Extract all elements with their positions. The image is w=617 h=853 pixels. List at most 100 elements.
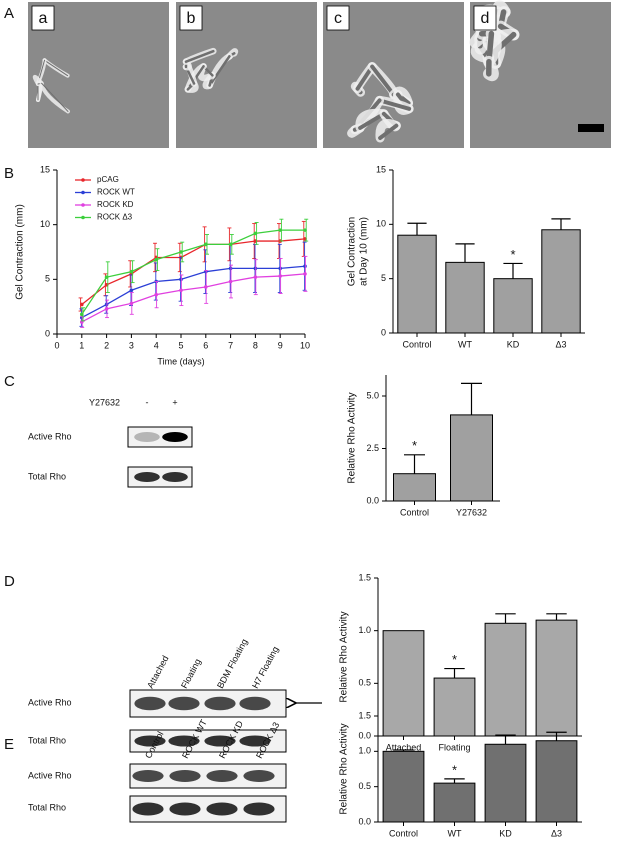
lane-label: Floating: [179, 657, 203, 690]
bar: [493, 278, 533, 334]
blot-band: [239, 735, 271, 747]
y-tick-label: 1.0: [358, 625, 371, 635]
y-axis-title: Relative Rho Activity: [339, 723, 350, 814]
point: [253, 231, 258, 236]
cell-core: [44, 59, 69, 77]
point: [154, 257, 158, 262]
legend-label: ROCK KD: [97, 200, 134, 209]
blot-band: [134, 735, 166, 747]
blot-band: [206, 802, 238, 816]
x-axis-title: Time (days): [157, 356, 204, 366]
x-tick-label: Attached: [386, 742, 422, 752]
blot-band: [204, 735, 236, 747]
point: [204, 285, 208, 289]
bar: [433, 677, 476, 737]
x-tick-label: 4: [154, 340, 159, 350]
cell-strand: [375, 119, 401, 143]
significance-mark: *: [412, 438, 417, 453]
lane-label: H7 Floating: [250, 645, 280, 690]
point: [80, 312, 84, 317]
x-tick-label: 6: [203, 340, 208, 350]
bar: [433, 782, 476, 823]
y-tick-label: 0.5: [358, 678, 371, 688]
x-tick-label: 3: [129, 340, 134, 350]
lane-label: +: [172, 397, 177, 407]
cell-strand: [32, 74, 44, 86]
y-tick-label: 5.0: [366, 390, 379, 400]
significance-mark: *: [452, 652, 457, 667]
row-label: Active Rho: [28, 697, 72, 707]
micrograph-label: a: [39, 10, 48, 27]
point: [154, 292, 158, 297]
x-tick-label: 9: [278, 340, 283, 350]
x-tick-label: Δ3: [555, 339, 566, 349]
y-tick-label: 2.5: [366, 443, 379, 453]
y-tick-label: 15: [376, 164, 386, 174]
significance-mark: *: [510, 247, 515, 262]
blot-band: [132, 802, 164, 816]
row-label: Active Rho: [28, 431, 72, 441]
blot-band: [169, 802, 201, 816]
cell-core: [184, 49, 215, 63]
y-tick-label: 10: [40, 219, 50, 229]
significance-mark: *: [452, 762, 457, 777]
panel-label: B: [4, 165, 14, 182]
bar: [535, 619, 578, 737]
point: [129, 301, 134, 306]
legend-label: pCAG: [97, 175, 119, 184]
y-axis-title: at Day 10 (mm): [359, 217, 370, 286]
micrograph-label-box: [326, 5, 350, 31]
x-tick-label: WT: [458, 339, 472, 349]
lane-label: BDM Floating: [215, 637, 249, 690]
x-tick-label: KD: [507, 339, 520, 349]
cell-core: [41, 82, 69, 112]
cells: [347, 62, 414, 143]
micrograph-label: d: [481, 10, 490, 27]
x-tick-label: WT: [448, 828, 462, 838]
legend-label: ROCK Δ3: [97, 213, 133, 222]
blot-band: [134, 696, 166, 711]
x-tick-label: Control: [389, 828, 418, 838]
y-axis-title: Gel Contraction (mm): [15, 204, 26, 300]
bar: [382, 750, 425, 823]
micrograph-label-box: [473, 5, 497, 31]
micrograph-label-box: [179, 5, 203, 31]
point: [278, 274, 283, 278]
x-tick-label: 0: [54, 340, 59, 350]
legend-label: ROCK WT: [97, 188, 135, 197]
point: [104, 307, 109, 311]
panel-label: A: [4, 5, 14, 22]
point: [179, 288, 183, 293]
series-line: [81, 238, 306, 305]
bar: [484, 743, 527, 823]
series-line: [81, 265, 306, 319]
panel-label: E: [4, 736, 14, 753]
legend-marker: [81, 203, 85, 207]
blot-band: [169, 770, 201, 782]
y-axis-title: Relative Rho Activity: [347, 392, 358, 483]
point: [228, 279, 233, 284]
bar: [450, 414, 493, 502]
y-axis-title: Gel Contraction: [347, 217, 358, 286]
point: [80, 302, 84, 307]
point: [104, 275, 109, 279]
x-tick-label: Control: [400, 507, 429, 517]
blot-band: [134, 432, 160, 442]
bar: [535, 740, 578, 823]
series-line: [81, 229, 305, 315]
blot-band: [239, 696, 271, 711]
blot-band: [204, 696, 236, 711]
x-tick-label: 10: [300, 340, 310, 350]
point: [129, 288, 134, 293]
bar: [393, 473, 436, 502]
x-tick-label: KD: [499, 828, 512, 838]
bar: [541, 229, 581, 334]
lane-label: -: [146, 397, 149, 407]
blot-band: [134, 472, 160, 482]
legend-marker: [81, 215, 85, 220]
y-axis-title: Relative Rho Activity: [339, 611, 350, 702]
x-tick-label: Floating: [438, 742, 470, 752]
row-label: Total Rho: [28, 735, 66, 745]
blot-band: [243, 770, 275, 782]
y-tick-label: 1.5: [358, 710, 371, 720]
